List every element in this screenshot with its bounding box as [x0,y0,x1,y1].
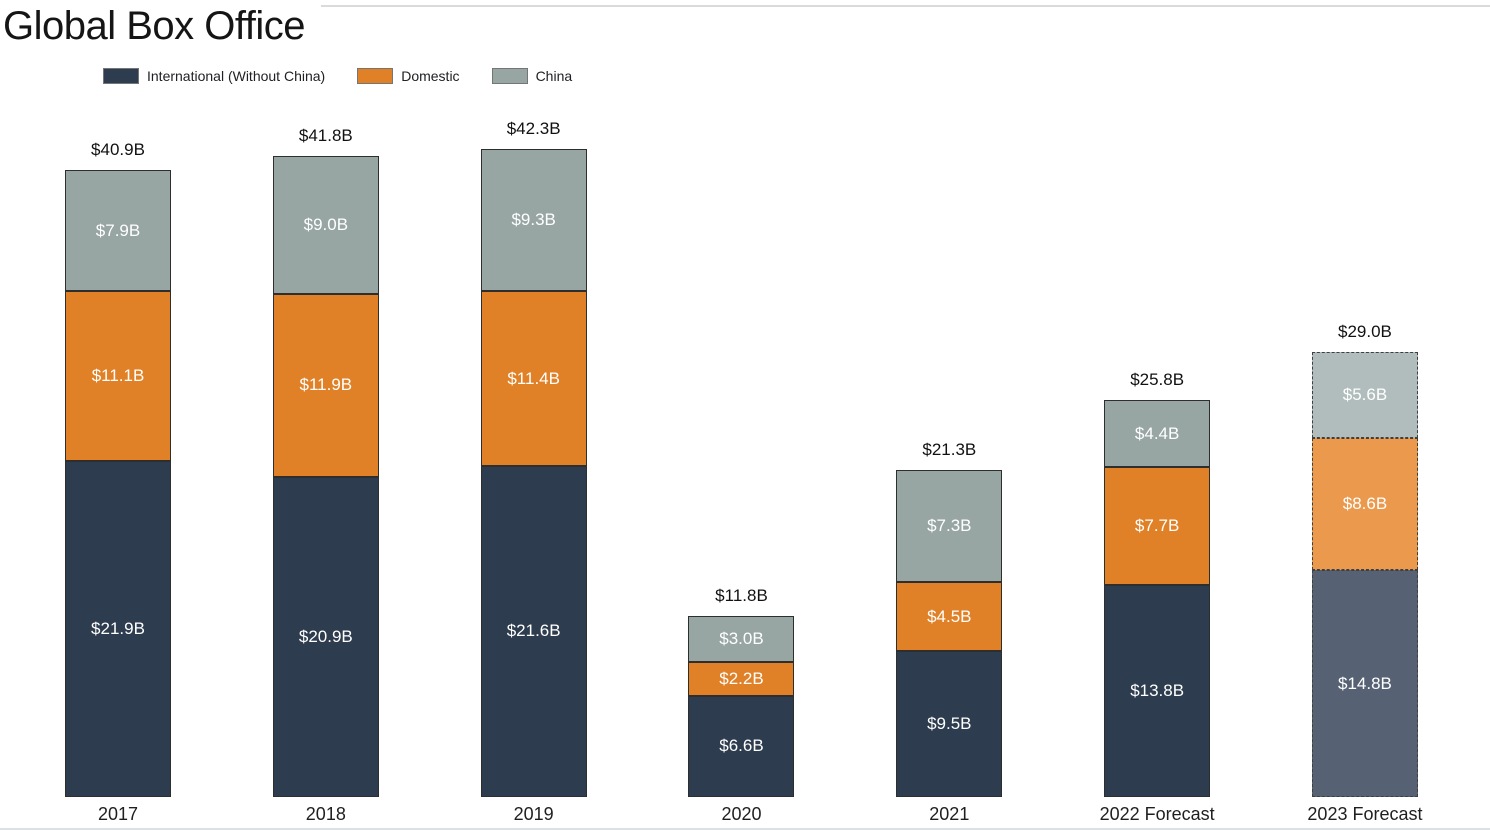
bar-stack-2020: $3.0B $2.2B $6.6B [688,616,795,797]
segment-china-2021: $7.3B [896,470,1003,583]
segment-value-label: $9.3B [511,209,556,229]
segment-china-2017: $7.9B [65,170,171,292]
legend-item-international: International (Without China) [103,68,325,84]
segment-value-label: $21.9B [91,619,145,639]
legend-item-domestic: Domestic [357,68,460,84]
category-label-2018: 2018 [305,804,346,824]
category-label-2017: 2017 [97,804,139,824]
segment-value-label: $9.5B [927,714,972,734]
bar-total-label: $21.3B [922,440,977,460]
category-label-2020: 2020 [721,804,762,824]
bar-stack-2021: $7.3B $4.5B $9.5B [896,470,1003,797]
bar-total-label: $25.8B [1130,369,1185,389]
bar-total-label: $29.0B [1338,322,1392,342]
segment-value-label: $11.9B [299,375,353,395]
segment-value-label: $4.4B [1134,423,1180,443]
segment-china-2020: $3.0B [688,616,795,663]
bar-group-2019: $42.3B $9.3B $11.4B $21.6B 2019 [480,0,587,830]
segment-china-2019: $9.3B [480,148,587,292]
legend: International (Without China) Domestic C… [103,68,572,84]
segment-value-label: $21.6B [506,621,561,641]
bar-total-label: $40.9B [91,140,145,160]
segment-international-2023-forecast: $14.8B [1311,570,1418,797]
bar-total-label: $11.8B [715,586,768,606]
segment-value-label: $14.8B [1338,673,1392,693]
segment-domestic-2021: $4.5B [896,582,1003,652]
segment-international-2022-forecast: $13.8B [1104,585,1211,797]
segment-international-2020: $6.6B [688,695,795,797]
legend-label-china: China [535,68,573,84]
segment-domestic-2019: $11.4B [480,291,587,466]
bar-stack-2019: $9.3B $11.4B $21.6B [480,148,587,797]
segment-value-label: $2.2B [719,668,764,688]
bar-total-label: $41.8B [298,126,353,146]
segment-value-label: $8.6B [1342,494,1388,514]
segment-china-2023-forecast: $5.6B [1311,352,1418,439]
segment-international-2021: $9.5B [896,651,1003,797]
category-label-2022-forecast: 2022 Forecast [1099,804,1215,824]
segment-value-label: $9.0B [303,215,349,235]
bottom-divider [0,828,1490,830]
segment-domestic-2020: $2.2B [688,662,795,696]
bar-stack-2022-forecast: $4.4B $7.7B $13.8B [1104,399,1211,797]
segment-china-2022-forecast: $4.4B [1104,399,1211,468]
bar-stack-2023-forecast: $5.6B $8.6B $14.8B [1311,352,1418,797]
top-divider [0,5,1490,7]
chart-title: Global Box Office [0,0,322,56]
bar-stack-2018: $9.0B $11.9B $20.9B [272,156,379,797]
bar-group-2021: $21.3B $7.3B $4.5B $9.5B 2021 [896,0,1003,830]
legend-swatch-international-icon [103,68,139,84]
segment-international-2018: $20.9B [272,476,379,797]
bar-group-2023-forecast: $29.0B $5.6B $8.6B $14.8B 2023 Forecast [1307,0,1422,830]
category-label-2019: 2019 [513,804,554,824]
legend-item-china: China [491,68,573,84]
segment-value-label: $3.0B [719,629,764,649]
category-label-2021: 2021 [929,804,970,824]
bar-stack-2017: $7.9B $11.1B $21.9B [65,170,171,797]
bar-total-label: $42.3B [506,118,561,138]
segment-value-label: $7.7B [1134,516,1180,536]
segment-domestic-2017: $11.1B [65,291,171,462]
segment-domestic-2022-forecast: $7.7B [1104,467,1211,586]
segment-value-label: $20.9B [298,626,353,646]
segment-value-label: $13.8B [1130,681,1185,701]
segment-international-2017: $21.9B [65,461,171,797]
bar-group-2017: $40.9B $7.9B $11.1B $21.9B 2017 [65,0,171,830]
legend-swatch-china-icon [491,68,528,84]
bar-group-2022-forecast: $25.8B $4.4B $7.7B $13.8B 2022 Forecast [1100,0,1215,830]
bar-group-2018: $41.8B $9.0B $11.9B $20.9B 2018 [272,0,379,830]
segment-international-2019: $21.6B [480,465,587,797]
segment-value-label: $7.3B [927,516,972,536]
legend-swatch-domestic-icon [357,68,394,84]
legend-label-international: International (Without China) [147,68,326,84]
segment-china-2018: $9.0B [272,156,379,295]
segment-domestic-2023-forecast: $8.6B [1311,438,1418,571]
bar-group-2020: $11.8B $3.0B $2.2B $6.6B 2020 [688,0,795,830]
segment-value-label: $11.4B [507,368,560,388]
segment-domestic-2018: $11.9B [272,294,379,477]
legend-label-domestic: Domestic [401,68,460,84]
category-label-2023-forecast: 2023 Forecast [1307,804,1423,824]
segment-value-label: $11.1B [91,366,145,386]
segment-value-label: $4.5B [927,606,972,626]
segment-value-label: $5.6B [1342,385,1388,405]
segment-value-label: $7.9B [95,220,141,240]
segment-value-label: $6.6B [719,736,764,756]
